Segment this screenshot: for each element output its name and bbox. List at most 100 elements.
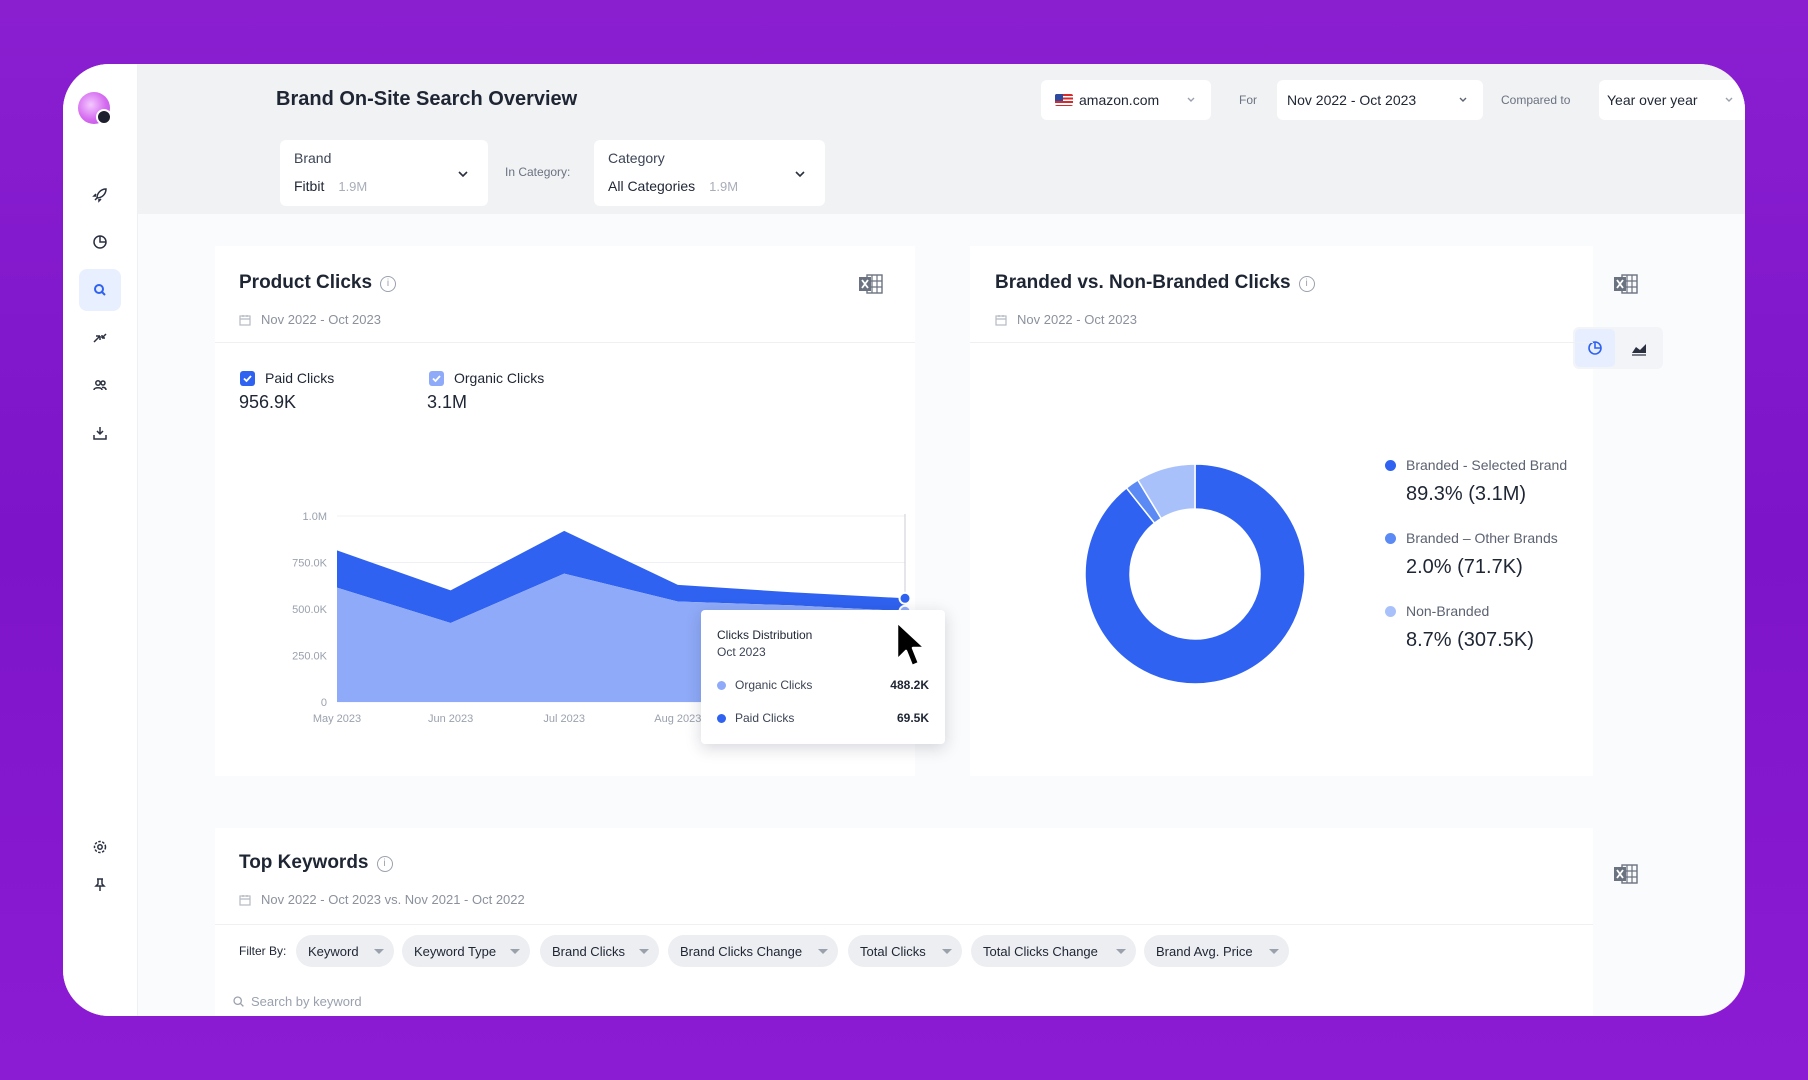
sidebar-item-pin[interactable] (79, 864, 121, 906)
divider (970, 342, 1593, 343)
donut-legend-other: Branded – Other Brands 2.0% (71.7K) (1385, 530, 1558, 579)
filter-chip-brand-avg-price[interactable]: Brand Avg. Price (1144, 935, 1289, 967)
app-window: Brand On-Site Search Overview amazon.com… (63, 64, 1745, 1016)
pie-view-button[interactable] (1575, 329, 1615, 367)
tooltip-row-organic: Organic Clicks 488.2K (717, 678, 929, 692)
y-tick-label: 750.0K (292, 558, 328, 570)
branded-title: Branded vs. Non-Branded Clicks i (995, 272, 1315, 294)
keyword-search-input[interactable]: Search by keyword (232, 994, 362, 1009)
filter-chip-brand-clicks-change[interactable]: Brand Clicks Change (668, 935, 838, 967)
in-category-label: In Category: (505, 165, 571, 179)
filter-chip-total-clicks-change[interactable]: Total Clicks Change (971, 935, 1136, 967)
excel-export-icon[interactable] (1613, 272, 1639, 296)
calendar-icon (995, 314, 1007, 326)
sidebar-item-compare[interactable] (79, 317, 121, 359)
caret-down-icon (639, 949, 649, 954)
y-tick-label: 0 (321, 697, 327, 709)
legend-dot (1385, 460, 1396, 471)
tooltip-title: Clicks Distribution (717, 628, 813, 642)
search-icon (233, 996, 244, 1007)
legend-dot (1385, 606, 1396, 617)
compared-to-label: Compared to (1501, 93, 1571, 107)
info-icon[interactable]: i (376, 856, 393, 872)
sidebar-item-downloads[interactable] (79, 412, 121, 454)
paid-hover-point (898, 591, 912, 605)
y-tick-label: 250.0K (292, 651, 328, 663)
divider (215, 924, 1593, 925)
brand-count: 1.9M (338, 179, 368, 194)
caret-down-icon (942, 949, 952, 954)
category-value: All Categories (608, 178, 696, 194)
x-tick-label: May 2023 (313, 713, 361, 725)
date-range-selector[interactable]: Nov 2022 - Oct 2023 (1277, 80, 1483, 120)
paid-clicks-toggle[interactable]: Paid Clicks (240, 370, 334, 386)
donut-slice[interactable] (1136, 463, 1196, 520)
filter-chip-total-clicks[interactable]: Total Clicks (848, 935, 962, 967)
chevron-down-icon (458, 171, 468, 178)
pin-icon (94, 878, 106, 891)
checkbox-checked-icon (240, 370, 255, 386)
legend-dot (1385, 533, 1396, 544)
caret-down-icon (1269, 949, 1279, 954)
branded-donut-chart[interactable] (1075, 454, 1315, 694)
download-icon (93, 427, 107, 440)
category-filter[interactable]: Category All Categories 1.9M (594, 140, 825, 206)
caret-down-icon (510, 949, 520, 954)
donut-legend-selected: Branded - Selected Brand 89.3% (3.1M) (1385, 457, 1567, 506)
caret-down-icon (818, 949, 828, 954)
top-keywords-date: Nov 2022 - Oct 2023 vs. Nov 2021 - Oct 2… (239, 892, 525, 907)
calendar-icon (239, 314, 251, 326)
brand-value: Fitbit (294, 178, 325, 194)
legend-dot (717, 680, 726, 690)
top-bar: Brand On-Site Search Overview amazon.com… (138, 64, 1745, 214)
chevron-down-icon (1725, 97, 1733, 102)
sidebar-item-search[interactable] (79, 269, 121, 311)
us-flag-icon (1055, 94, 1073, 106)
compare-selector[interactable]: Year over year (1599, 80, 1745, 120)
brand-filter[interactable]: Brand Fitbit 1.9M (280, 140, 488, 206)
excel-export-icon[interactable] (858, 272, 884, 296)
excel-export-icon[interactable] (1613, 862, 1639, 886)
legend-dot (717, 713, 726, 723)
chevron-down-icon (1187, 97, 1195, 102)
filter-chip-keyword-type[interactable]: Keyword Type (402, 935, 530, 967)
sidebar-item-settings[interactable] (79, 826, 121, 868)
area-chart-icon (1632, 344, 1646, 356)
product-clicks-title: Product Clicks i (239, 272, 397, 294)
pie-chart-icon (1588, 341, 1602, 355)
site-value: amazon.com (1079, 92, 1160, 108)
pie-chart-icon (93, 235, 107, 249)
page-title: Brand On-Site Search Overview (276, 88, 578, 110)
filter-chip-brand-clicks[interactable]: Brand Clicks (540, 935, 659, 967)
gear-icon (93, 840, 107, 854)
date-range-value: Nov 2022 - Oct 2023 (1287, 92, 1417, 108)
filter-by-label: Filter By: (239, 944, 287, 958)
app-logo[interactable] (78, 92, 112, 125)
sidebar-item-overview[interactable] (79, 221, 121, 263)
sidebar-item-rocket[interactable] (79, 174, 121, 216)
x-tick-label: Jul 2023 (543, 713, 585, 725)
compare-value: Year over year (1607, 92, 1698, 108)
caret-down-icon (1116, 949, 1126, 954)
users-icon (93, 380, 107, 391)
x-tick-label: Jun 2023 (428, 713, 473, 725)
y-tick-label: 1.0M (303, 511, 327, 523)
for-label: For (1239, 93, 1257, 107)
sidebar-item-audience[interactable] (79, 364, 121, 406)
rocket-icon (92, 188, 107, 203)
top-keywords-card (215, 828, 1593, 1016)
filter-chip-keyword[interactable]: Keyword (296, 935, 394, 967)
tooltip-row-paid: Paid Clicks 69.5K (717, 711, 929, 725)
organic-clicks-toggle[interactable]: Organic Clicks (429, 370, 544, 386)
info-icon[interactable]: i (1298, 276, 1315, 292)
donut-slice[interactable] (1084, 463, 1306, 685)
site-selector[interactable]: amazon.com (1041, 80, 1211, 120)
area-view-button[interactable] (1619, 329, 1659, 367)
info-icon[interactable]: i (380, 276, 397, 292)
calendar-icon (239, 894, 251, 906)
divider (215, 342, 915, 343)
mouse-cursor-icon (895, 620, 927, 668)
search-icon (94, 284, 106, 296)
paid-clicks-value: 956.9K (239, 392, 297, 412)
compare-arrows-icon (93, 333, 107, 343)
